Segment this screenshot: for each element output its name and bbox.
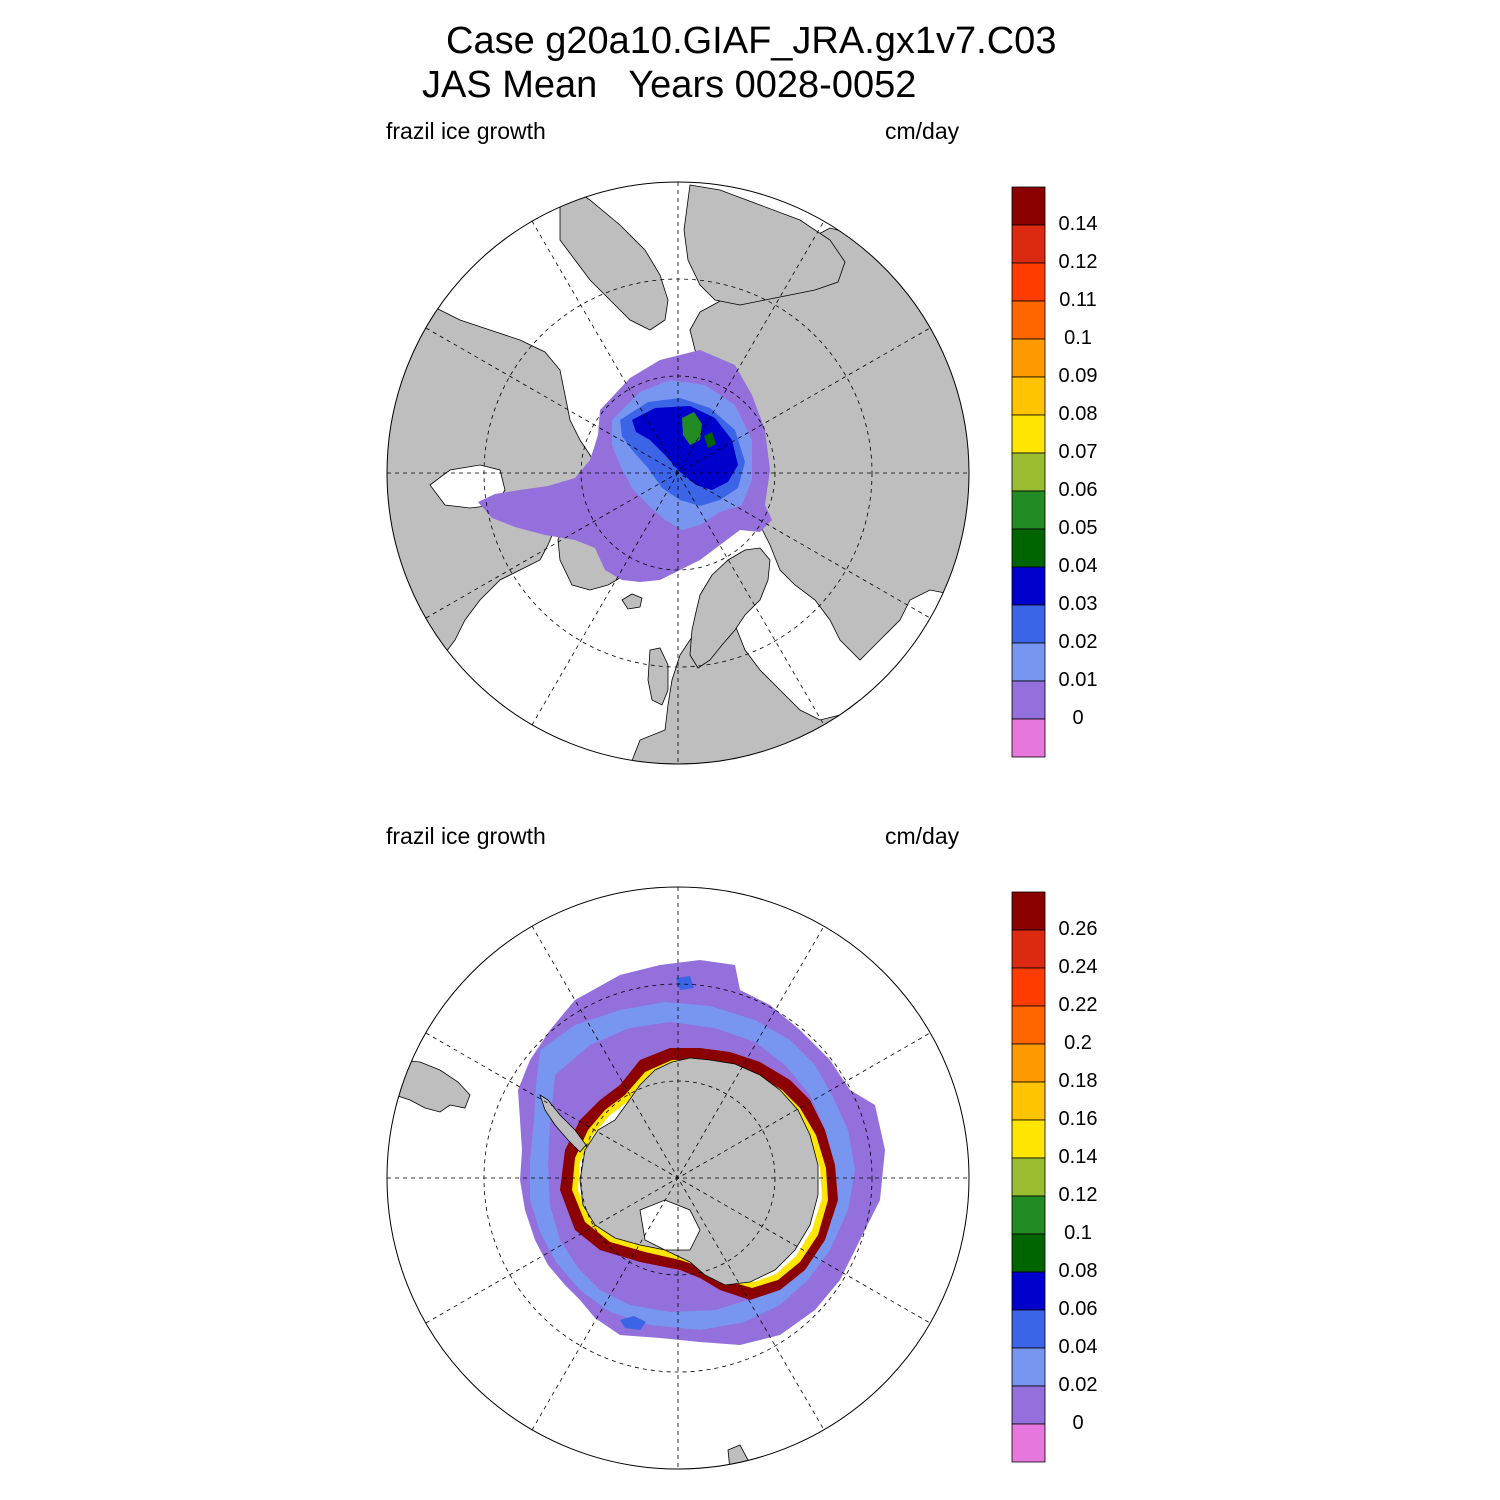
north-land-alaska (559, 182, 669, 331)
south-colorbar-swatch (1011, 1081, 1046, 1121)
years-label: Years 0028-0052 (628, 64, 917, 106)
south-land-ross-shelf (639, 1199, 701, 1251)
south-colorbar-swatch (1011, 1347, 1046, 1387)
south-colorbar-swatch (1011, 1005, 1046, 1045)
north-graticule (387, 182, 969, 764)
north-colorbar-tick-label: 0.03 (1058, 593, 1098, 615)
north-colorbar-tick-label: 0.04 (1058, 555, 1098, 577)
south-field-003 (620, 1316, 646, 1330)
south-colorbar-tick-label: 0 (1072, 1412, 1084, 1434)
south-colorbar-swatch (1011, 1233, 1046, 1273)
north-colorbar-swatch (1011, 376, 1046, 416)
south-units-label: cm/day (885, 823, 960, 849)
north-land-iceland (621, 593, 643, 610)
south-colorbar-tick-label: 0.24 (1058, 956, 1098, 978)
north-colorbar-swatch (1011, 528, 1046, 568)
north-colorbar-tick-label: 0.1 (1064, 327, 1092, 349)
north-colorbar-swatch (1011, 300, 1046, 340)
south-graticule (387, 887, 969, 1469)
north-field-005 (704, 432, 716, 448)
north-variable-label: frazil ice growth (386, 118, 546, 144)
south-colorbar-swatch (1011, 1271, 1046, 1311)
south-colorbar-swatch (1011, 1385, 1046, 1425)
south-colorbar-swatch (1011, 1119, 1046, 1159)
south-colorbar-tick-label: 0.18 (1058, 1070, 1098, 1092)
north-colorbar-swatch (1011, 186, 1046, 226)
season-label: JAS Mean (422, 64, 598, 106)
south-colorbar-tick-label: 0.1 (1064, 1222, 1092, 1244)
north-colorbar-swatch (1011, 224, 1046, 264)
north-colorbar-tick-label: 0.14 (1058, 213, 1098, 235)
north-colorbar-swatch (1011, 338, 1046, 378)
south-map-border (386, 886, 970, 1470)
north-hudson-bay (429, 464, 506, 509)
north-colorbar-tick-label: 0.07 (1058, 441, 1098, 463)
south-colorbar-tick-label: 0.16 (1058, 1108, 1098, 1130)
south-colorbar-tick-label: 0.14 (1058, 1146, 1098, 1168)
north-colorbar-tick-label: 0.08 (1058, 403, 1098, 425)
south-colorbar-swatch (1011, 1309, 1046, 1349)
north-colorbar-swatch (1011, 490, 1046, 530)
south-colorbar-swatch (1011, 1423, 1046, 1463)
south-colorbar-tick-label: 0.06 (1058, 1298, 1098, 1320)
north-map-border (386, 181, 970, 765)
north-colorbar-swatch (1011, 680, 1046, 720)
south-colorbar-tick-label: 0.22 (1058, 994, 1098, 1016)
south-colorbar-tick-label: 0.02 (1058, 1374, 1098, 1396)
south-colorbar-swatch (1011, 891, 1046, 931)
south-colorbar-tick-label: 0.08 (1058, 1260, 1098, 1282)
north-polar-map (386, 181, 970, 765)
south-colorbar-tick-label: 0.2 (1064, 1032, 1092, 1054)
south-variable-label: frazil ice growth (386, 823, 546, 849)
north-colorbar-tick-label: 0 (1072, 707, 1084, 729)
plot-title: Case g20a10.GIAF_JRA.gx1v7.C03 (446, 20, 1057, 62)
north-colorbar-swatch (1011, 262, 1046, 302)
south-colorbar-swatch (1011, 1043, 1046, 1083)
south-polar-map (386, 886, 970, 1470)
north-land-chukotka (683, 184, 846, 306)
south-land-antarctica (579, 1057, 819, 1286)
north-colorbar-tick-label: 0.09 (1058, 365, 1098, 387)
south-colorbar-tick-label: 0.04 (1058, 1336, 1098, 1358)
south-colorbar-tick-label: 0.12 (1058, 1184, 1098, 1206)
north-colorbar-swatch (1011, 604, 1046, 644)
north-land-scandinavia (689, 547, 771, 669)
north-colorbar-tick-label: 0.06 (1058, 479, 1098, 501)
north-colorbar-tick-label: 0.11 (1059, 289, 1097, 311)
south-land-antarctic-peninsula (539, 1094, 587, 1153)
south-colorbar-swatch (1011, 1195, 1046, 1235)
north-colorbar-tick-label: 0.02 (1058, 631, 1098, 653)
north-field-003 (632, 406, 738, 490)
north-units-label: cm/day (885, 118, 960, 144)
north-colorbar-swatch (1011, 718, 1046, 758)
north-land-uk (647, 647, 669, 706)
south-colorbar-swatch (1011, 967, 1046, 1007)
south-colorbar-swatch (1011, 929, 1046, 969)
north-colorbar-swatch (1011, 452, 1046, 492)
north-colorbar-swatch (1011, 642, 1046, 682)
south-colorbar-swatch (1011, 1157, 1046, 1197)
north-colorbar-tick-label: 0.05 (1058, 517, 1098, 539)
north-field-004 (682, 412, 702, 445)
plot-subtitle: JAS Mean Years 0028-0052 (422, 64, 916, 107)
north-colorbar-swatch (1011, 414, 1046, 454)
south-colorbar-tick-label: 0.26 (1058, 918, 1098, 940)
south-field-004 (676, 976, 694, 990)
north-colorbar-tick-label: 0.12 (1058, 251, 1098, 273)
north-colorbar-swatch (1011, 566, 1046, 606)
south-colorbar (1011, 891, 1046, 1463)
north-colorbar-tick-label: 0.01 (1058, 669, 1098, 691)
north-colorbar (1011, 186, 1046, 758)
